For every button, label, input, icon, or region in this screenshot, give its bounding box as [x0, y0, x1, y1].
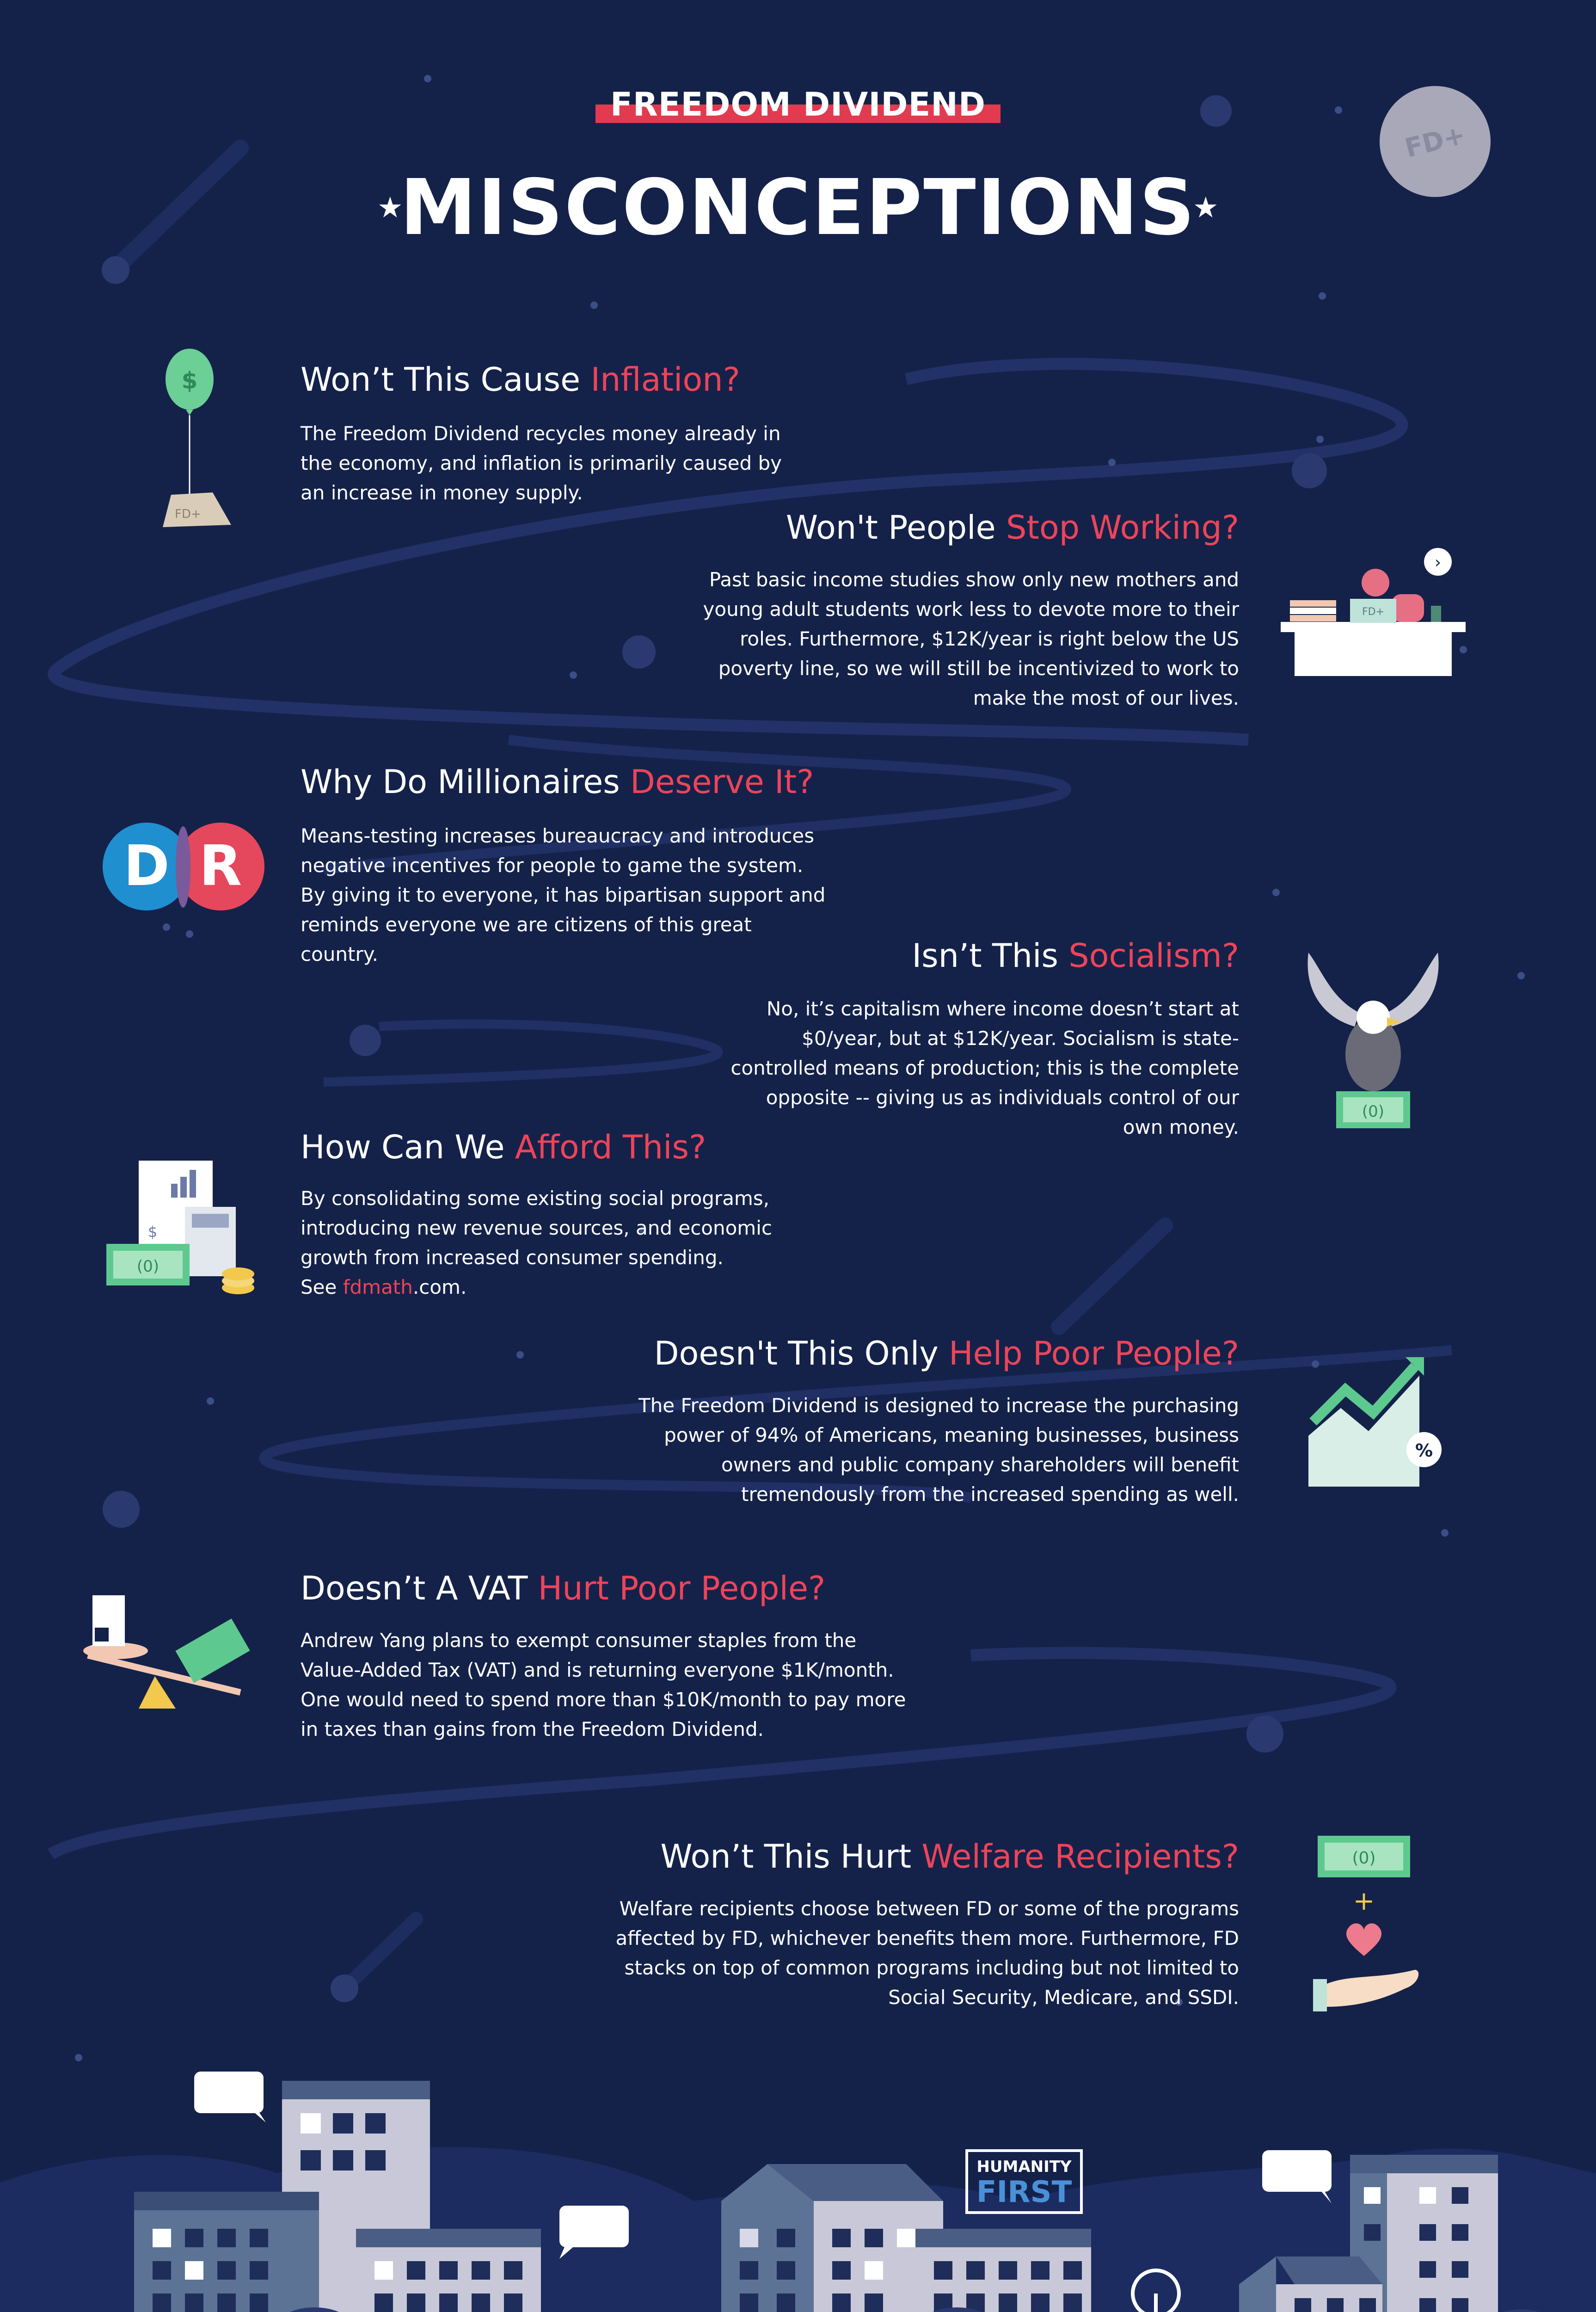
meteor-trail-1	[107, 140, 249, 277]
answer-vat: Andrew Yang plans to exempt consumer sta…	[301, 1629, 906, 1740]
answer-millionaires: Means-testing increases bureaucracy and …	[301, 824, 826, 965]
planet-dot	[1292, 453, 1327, 488]
heart-icon	[1346, 1923, 1382, 1956]
speech-bubble	[559, 2206, 629, 2247]
page-title: MISCONCEPTIONS	[400, 163, 1196, 252]
answer-stop-working: Past basic income studies show only new …	[703, 568, 1239, 709]
speech-bubble	[194, 2072, 264, 2113]
work-desk-icon: › FD+	[1281, 548, 1466, 676]
speech-bubble	[1262, 2150, 1332, 2192]
question-afford: How Can We Afford This?	[301, 1126, 706, 1168]
question-welfare: Won’t This Hurt Welfare Recipients?	[660, 1836, 1239, 1877]
question-text: Doesn’t A VAT	[301, 1569, 538, 1607]
question-text: How Can We	[301, 1128, 515, 1166]
laptop-label: FD+	[1362, 606, 1384, 618]
hand-icon	[1327, 1970, 1419, 2007]
money-balloon-icon: $ FD+	[163, 349, 231, 527]
stream-3	[323, 1019, 723, 1087]
question-highlight: Deserve It?	[630, 763, 814, 801]
buildings-right	[1239, 2150, 1539, 2312]
question-text: Won't People	[786, 509, 1006, 547]
question-inflation: Won’t This Cause Inflation?	[301, 359, 740, 400]
question-text: Won’t This Cause	[301, 361, 591, 399]
buildings-left	[134, 2072, 629, 2312]
stream-1	[48, 357, 1408, 746]
planet-dot	[103, 1491, 140, 1528]
question-vat: Doesn’t A VAT Hurt Poor People?	[301, 1568, 825, 1609]
calc-dollar: $	[148, 1223, 157, 1241]
chevron-right-icon: ›	[1435, 553, 1441, 572]
meteor-3	[331, 1974, 358, 2002]
planet-dot	[622, 635, 656, 669]
balance-scale-icon	[83, 1595, 250, 1709]
balloon-dollar: $	[182, 367, 198, 394]
question-stop-working: Won't People Stop Working?	[786, 507, 1239, 548]
small-stars	[75, 75, 1557, 2223]
svg-text:(0): (0)	[137, 1257, 159, 1276]
question-highlight: Inflation?	[590, 361, 740, 399]
budget-icon: (0) $	[106, 1161, 254, 1294]
growth-chart-icon: %	[1308, 1357, 1442, 1487]
banner-title: FREEDOM DIVIDEND	[610, 86, 986, 123]
planet-dot	[350, 1025, 381, 1056]
buildings-center	[721, 2164, 1181, 2312]
badge-line2: FIRST	[976, 2175, 1072, 2209]
question-text: Doesn't This Only	[654, 1334, 949, 1372]
answer-poor-people: The Freedom Dividend is designed to incr…	[638, 1394, 1239, 1506]
answer-text: By consolidating some existing social pr…	[301, 1187, 772, 1269]
star-icon: ★	[1193, 191, 1219, 224]
banner-underline	[595, 105, 1001, 123]
question-socialism: Isn’t This Socialism?	[912, 935, 1239, 977]
question-poor-people: Doesn't This Only Help Poor People?	[654, 1333, 1239, 1374]
stream-5	[47, 1647, 1397, 1860]
banner: FREEDOM DIVIDEND	[595, 86, 1001, 123]
stream-2	[323, 735, 1071, 874]
stream-4	[259, 1345, 1452, 1503]
question-highlight: Stop Working?	[1006, 509, 1239, 547]
badge-line1: HUMANITY	[976, 2158, 1072, 2176]
republican-icon: R	[177, 823, 264, 910]
overlap-icon	[176, 826, 190, 908]
meteor-trail-3	[338, 1912, 423, 1995]
humanity-first-badge: HUMANITY FIRST	[965, 2149, 1083, 2214]
tree-icon	[1131, 2269, 1181, 2312]
answer-welfare: Welfare recipients choose between FD or …	[615, 1897, 1240, 2009]
eagle-icon: (0)	[1307, 953, 1439, 1128]
star-icon: ★	[377, 191, 403, 224]
answer-inflation: The Freedom Dividend recycles money alre…	[301, 422, 782, 504]
answer-afford: By consolidating some existing social pr…	[301, 1184, 809, 1302]
welfare-icon: (0) +	[1313, 1836, 1419, 2011]
question-highlight: Help Poor People?	[949, 1334, 1239, 1372]
percent-symbol: %	[1415, 1440, 1433, 1461]
moon-label: FD+	[1402, 120, 1468, 164]
question-text: Won’t This Hurt	[660, 1838, 922, 1875]
svg-text:(0): (0)	[1352, 1849, 1376, 1868]
rock-label: FD+	[175, 507, 201, 521]
planet-dot	[1200, 95, 1232, 127]
moon-icon: FD+	[1380, 86, 1491, 197]
answer-end: .com.	[412, 1276, 467, 1298]
meteor-trail-2	[1051, 1217, 1173, 1335]
question-text: Isn’t This	[912, 937, 1069, 975]
fdmath-link[interactable]: fdmath	[343, 1276, 413, 1298]
answer-see: See	[301, 1276, 343, 1298]
question-text: Why Do Millionaires	[301, 763, 630, 801]
money-icon: (0)	[1362, 1102, 1384, 1121]
question-highlight: Welfare Recipients?	[921, 1838, 1239, 1875]
question-millionaires: Why Do Millionaires Deserve It?	[301, 761, 814, 803]
question-highlight: Socialism?	[1068, 937, 1239, 975]
meteor-1	[102, 256, 129, 284]
question-highlight: Hurt Poor People?	[538, 1569, 826, 1607]
planet-dot	[1246, 1716, 1283, 1752]
answer-socialism: No, it’s capitalism where income doesn’t…	[730, 997, 1239, 1138]
question-highlight: Afford This?	[515, 1128, 706, 1166]
plus-symbol: +	[1353, 1886, 1375, 1916]
